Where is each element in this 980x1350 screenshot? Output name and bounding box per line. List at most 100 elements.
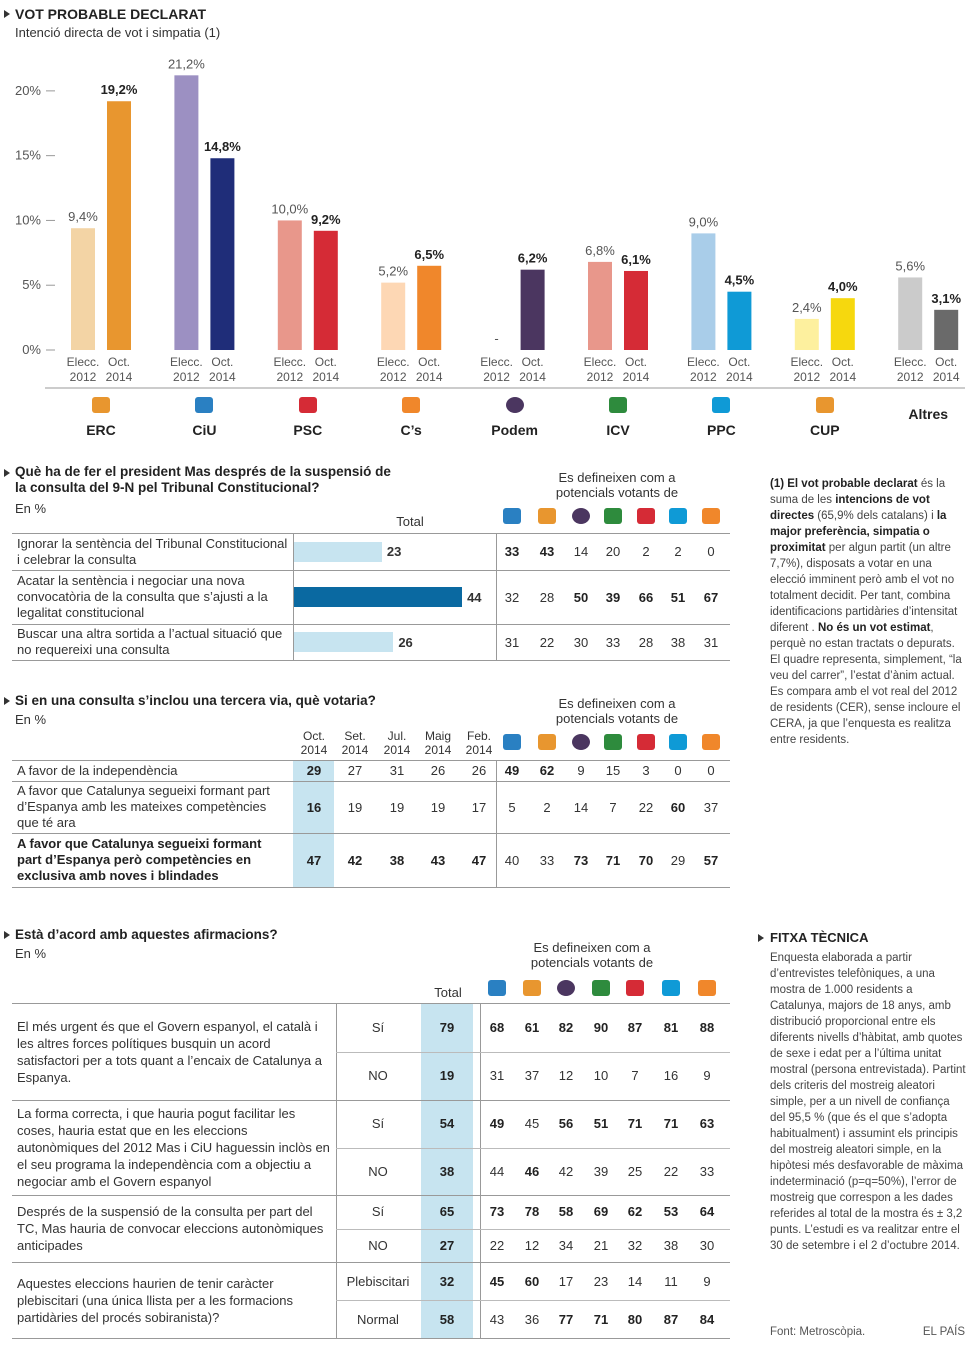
bar <box>898 277 923 350</box>
series-label: Elecc. 2012 <box>273 355 307 384</box>
cell-value: 79 <box>439 1019 455 1035</box>
cell-value: 16 <box>663 1068 679 1084</box>
bar <box>727 291 752 350</box>
cell-value: 12 <box>558 1068 574 1084</box>
bar-value: 26 <box>398 634 413 650</box>
rule <box>12 660 730 661</box>
y-tick-label: 5% <box>22 277 41 292</box>
cell-value: 32 <box>504 589 520 605</box>
category-label: Podem <box>491 422 538 438</box>
category-label: ERC <box>86 422 116 438</box>
bar <box>588 261 612 350</box>
heading-marker <box>4 931 10 939</box>
cell-value: 33 <box>605 634 621 650</box>
party-logo <box>488 980 506 996</box>
cell-value: 47 <box>471 852 487 868</box>
category-label: PPC <box>706 422 736 438</box>
bar <box>934 309 959 350</box>
series-label: Elecc. 2012 <box>170 355 203 384</box>
party-logo <box>637 734 655 750</box>
table-unit: En % <box>15 711 47 727</box>
party-logo <box>702 508 720 524</box>
rule <box>336 1147 730 1149</box>
cell-value: 47 <box>306 852 322 868</box>
period-header: Jul. 2014 <box>383 729 411 757</box>
series-label: Oct. 2014 <box>932 355 960 384</box>
cell-value: 50 <box>573 589 589 605</box>
party-logo <box>538 734 556 750</box>
row-label: A favor que Catalunya segueixi formant p… <box>17 783 270 830</box>
rule <box>12 1262 730 1263</box>
header: Total <box>396 513 424 529</box>
party-logo <box>557 980 575 996</box>
answer-label: Plebiscitari <box>346 1273 410 1289</box>
cell-value: 64 <box>699 1204 715 1220</box>
cell-value: 53 <box>663 1204 679 1220</box>
cell-value: 71 <box>663 1116 679 1132</box>
cell-value: 32 <box>439 1273 455 1289</box>
party-logo <box>637 508 655 524</box>
party-logo <box>195 397 214 413</box>
cell-value: 77 <box>558 1311 574 1327</box>
table-unit: En % <box>15 500 47 516</box>
rule <box>12 1100 730 1101</box>
party-logo <box>505 397 524 413</box>
cell-value: 69 <box>593 1204 609 1220</box>
cell-value: 17 <box>558 1273 574 1289</box>
cell-value: 49 <box>489 1116 505 1132</box>
cell-value: 38 <box>670 634 686 650</box>
cell-value: 25 <box>627 1163 643 1179</box>
answer-label: Sí <box>371 1019 385 1035</box>
technical-title: FITXA TÈCNICA <box>770 929 869 945</box>
row-label: Ignorar la sentència del Tribunal Consti… <box>17 535 288 567</box>
cell-value: 37 <box>703 799 719 815</box>
cell-value: 42 <box>347 852 363 868</box>
cell-value: 17 <box>471 799 487 815</box>
value-label: - <box>494 331 498 346</box>
rule <box>336 1051 730 1053</box>
rule <box>480 1003 481 1338</box>
row-label: Acatar la sentència i negociar una nova … <box>17 573 268 620</box>
cell-value: 56 <box>558 1116 574 1132</box>
series-label: Oct. 2014 <box>105 355 133 384</box>
cell-value: 58 <box>439 1311 455 1327</box>
cell-value: 90 <box>593 1019 609 1035</box>
statement: Aquestes eleccions haurien de tenir carà… <box>17 1275 294 1325</box>
cell-value: 32 <box>627 1237 643 1253</box>
cell-value: 20 <box>605 544 621 559</box>
cell-value: 31 <box>703 634 719 650</box>
value-label: 4,5% <box>725 273 755 288</box>
note-text: per algun partit (un altre 7,7%), dispos… <box>770 542 958 634</box>
cell-value: 28 <box>638 634 654 650</box>
cell-value: 45 <box>489 1273 505 1289</box>
cell-value: 2 <box>543 799 551 815</box>
cell-value: 34 <box>558 1237 574 1253</box>
y-tick-label: 15% <box>15 148 41 163</box>
note-text: (1) El vot probable declarat <box>770 478 918 490</box>
value-label: 4,0% <box>828 279 858 294</box>
party-logo <box>503 508 521 524</box>
party-logo <box>604 508 622 524</box>
party-logo <box>538 508 556 524</box>
header: Es defineixen com a potencials votants d… <box>530 940 654 970</box>
series-label: Oct. 2014 <box>415 355 443 384</box>
chart-title: VOT PROBABLE DECLARAT <box>15 6 207 22</box>
series-label: Elecc. 2012 <box>790 355 824 384</box>
header: Es defineixen com a potencials votants d… <box>555 470 679 500</box>
value-label: 9,4% <box>68 209 98 224</box>
table-title: Està d’acord amb aquestes afirmacions? <box>15 926 278 942</box>
value-label: 6,5% <box>414 247 444 262</box>
note-text: , perquè no estan tractats o depurats. E… <box>770 622 962 746</box>
bar <box>294 632 394 652</box>
cell-value: 7 <box>609 799 617 815</box>
party-logo <box>669 734 687 750</box>
rule <box>12 570 730 571</box>
cell-value: 82 <box>558 1019 574 1035</box>
bar <box>294 587 463 607</box>
answer-label: Sí <box>371 1204 385 1220</box>
cell-value: 68 <box>489 1019 505 1035</box>
cell-value: 19 <box>347 799 363 815</box>
rule <box>336 1003 337 1338</box>
category-label: CiU <box>192 422 217 438</box>
cell-value: 30 <box>573 634 589 650</box>
